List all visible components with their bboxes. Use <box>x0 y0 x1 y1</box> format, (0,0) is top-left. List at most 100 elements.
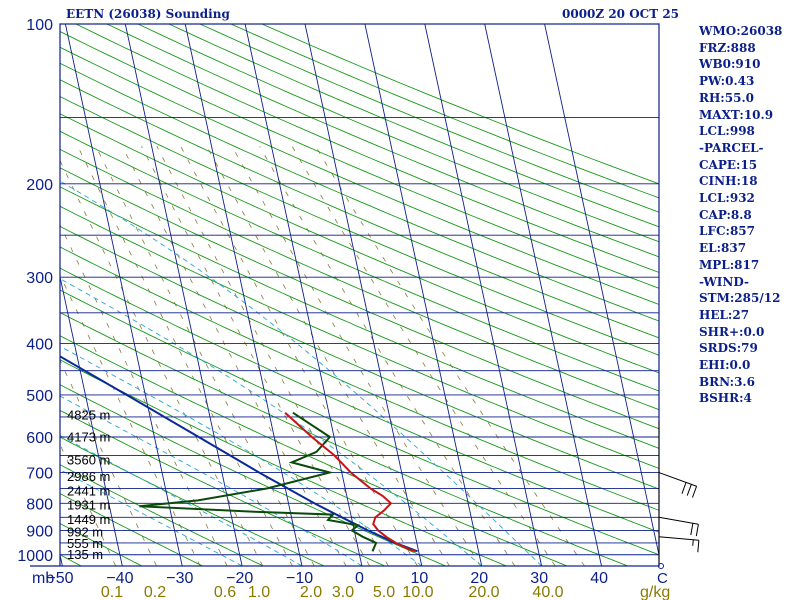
index-line: WB0:910 <box>699 57 761 72</box>
pressure-tick-label: 900 <box>26 523 53 540</box>
index-line: -WIND- <box>699 274 749 289</box>
sounding-time: 0000Z 20 OCT 25 <box>562 7 680 21</box>
height-label: 1931 m <box>67 498 110 513</box>
mixing-ratio-line <box>60 223 228 566</box>
index-line: RH:55.0 <box>699 90 754 105</box>
pressure-tick-label: 500 <box>26 388 53 405</box>
sounding-title: EETN (26038) Sounding <box>66 7 230 21</box>
index-line: CAP:8.8 <box>699 207 752 222</box>
index-line: MAXT:10.9 <box>699 107 774 122</box>
index-line: HEL:27 <box>699 307 750 322</box>
temperature-tick-label: 40 <box>590 570 608 587</box>
pressure-tick-label: 300 <box>26 270 53 287</box>
dry-adiabat-line <box>60 30 659 289</box>
temperature-tick-label: 10 <box>411 570 429 587</box>
dry-adiabat-line <box>60 62 659 322</box>
temperature-tick-label: −20 <box>226 570 253 587</box>
dry-adiabat-line <box>60 523 143 566</box>
index-line: LCL:932 <box>699 191 755 206</box>
wind-barb-flag <box>692 539 694 546</box>
dry-adiabat-line <box>60 492 203 566</box>
wind-barb-flag <box>697 540 700 553</box>
dry-adiabat-line <box>60 225 659 490</box>
temperature-tick-label: −30 <box>166 570 193 587</box>
moist-adiabat-line <box>60 395 363 566</box>
mixing-ratio-line <box>121 146 347 566</box>
mixing-ratio-tick-label: 20.0 <box>468 584 499 600</box>
mixing-ratio-line <box>315 146 585 566</box>
mixing-ratio-tick-label: 3.0 <box>332 584 354 600</box>
dry-adiabat-line <box>60 384 446 566</box>
temperature-line <box>284 411 416 553</box>
isotherm-line <box>60 274 123 566</box>
mixing-ratio-unit-label: g/kg <box>640 584 670 600</box>
height-label: 992 m <box>67 525 103 540</box>
mixing-ratio-tick-label: 0.2 <box>144 584 166 600</box>
index-line: MPL:817 <box>699 257 760 272</box>
index-line: EL:837 <box>699 241 747 256</box>
dry-adiabat-line <box>60 289 659 556</box>
pressure-tick-label: 1000 <box>17 548 53 565</box>
dry-adiabat-line <box>106 24 659 258</box>
dry-adiabat-line <box>60 96 659 356</box>
index-line: LFC:857 <box>699 224 755 239</box>
isotherm-line <box>124 24 243 566</box>
dry-adiabat-line <box>60 312 629 566</box>
wind-barb-flag <box>692 486 698 498</box>
wind-barb-flag <box>681 482 687 494</box>
isotherm-line <box>184 24 303 566</box>
dry-adiabat-line <box>60 335 568 566</box>
wind-barb-shaft <box>658 516 699 525</box>
height-label: 3560 m <box>67 453 110 468</box>
plot-area <box>60 24 659 566</box>
mixing-ratio-tick-label: 1.0 <box>248 584 270 600</box>
height-label: 135 m <box>67 547 103 562</box>
pressure-unit-label: mb <box>32 570 54 587</box>
moist-adiabat-line <box>60 469 243 566</box>
pressure-tick-label: 400 <box>26 337 53 354</box>
parcel-line <box>60 355 418 553</box>
dry-adiabat-line <box>60 167 659 430</box>
height-label: 2986 m <box>67 469 110 484</box>
mixing-ratio-line <box>141 146 371 566</box>
height-label: 2441 m <box>67 483 110 498</box>
moist-adiabat-line <box>60 345 423 566</box>
mixing-ratio-tick-label: 40.0 <box>532 584 563 600</box>
wind-barb-shaft <box>658 536 699 541</box>
wind-barb-flag <box>695 524 699 537</box>
height-label: 555 m <box>67 536 103 551</box>
dry-adiabat-line <box>75 24 659 273</box>
height-label: 4825 m <box>67 408 110 423</box>
height-label: 4173 m <box>67 429 110 444</box>
temperature-tick-label: −40 <box>106 570 133 587</box>
index-line: BRN:3.6 <box>699 374 755 389</box>
mixing-ratio-line <box>95 146 315 566</box>
index-line: WMO:26038 <box>699 24 783 38</box>
pressure-tick-label: 200 <box>26 177 53 194</box>
dry-adiabat-line <box>60 464 264 566</box>
mixing-ratio-tick-label: 2.0 <box>300 584 322 600</box>
temperature-tick-label: 30 <box>530 570 548 587</box>
index-line: STM:285/12 <box>699 291 781 306</box>
mixing-ratio-line <box>231 146 482 566</box>
dry-adiabat-line <box>60 130 659 392</box>
wind-barb-shaft <box>658 472 697 487</box>
index-line: SRDS:79 <box>699 341 758 356</box>
isotherm-line <box>424 24 543 566</box>
isotherm-line <box>304 24 423 566</box>
isotherm-line <box>484 24 602 566</box>
isotherm-line <box>60 552 63 566</box>
index-line: EHI:0.0 <box>699 358 751 373</box>
index-line: -PARCEL- <box>699 140 764 155</box>
celsius-unit-label: C <box>657 570 668 587</box>
degree-symbol <box>658 563 664 569</box>
isotherm-line <box>364 24 483 566</box>
dry-adiabat-line <box>60 148 659 411</box>
index-line: BSHR:4 <box>699 391 752 406</box>
wind-barb <box>658 472 698 498</box>
dry-adiabat-line <box>60 186 659 449</box>
mixing-ratio-tick-label: 5.0 <box>373 584 395 600</box>
dry-adiabat-line <box>60 267 659 533</box>
dry-adiabat-line <box>60 359 507 566</box>
